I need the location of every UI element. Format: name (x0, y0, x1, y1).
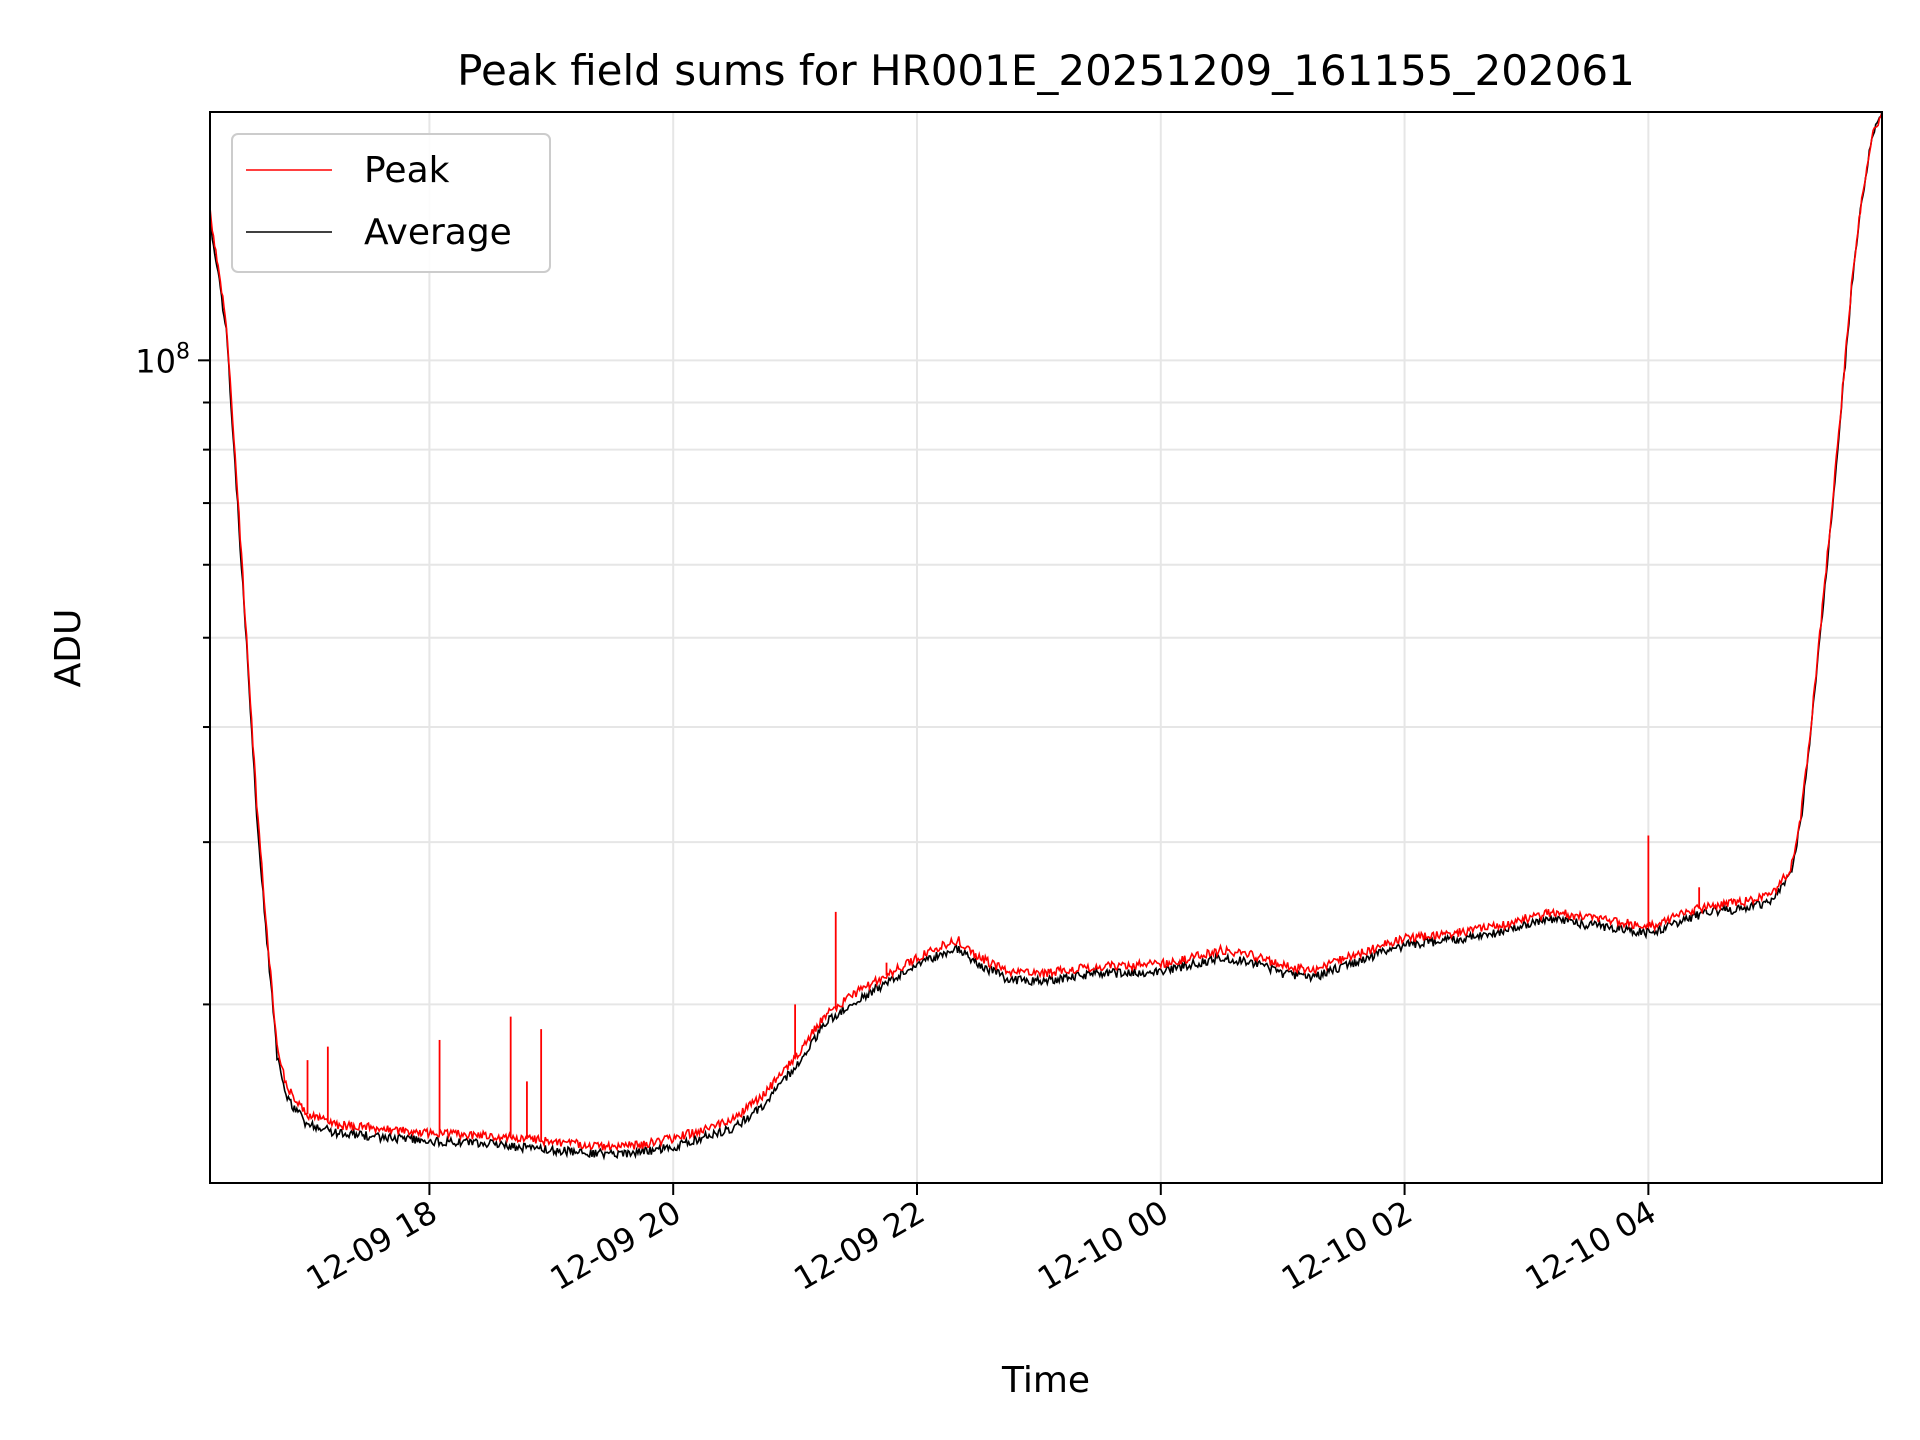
legend-label-average: Average (364, 212, 512, 253)
y-axis-label: ADU (48, 609, 89, 688)
legend: Peak Average (231, 133, 551, 273)
y-axis-ticks: 108 (135, 339, 210, 1006)
series-layer (209, 111, 1883, 1161)
series-line-peak (209, 111, 1883, 1152)
x-axis-label: Time (1001, 1360, 1090, 1401)
legend-box (231, 133, 551, 273)
series-line-average (209, 111, 1883, 1161)
y-tick-label: 108 (135, 339, 190, 380)
chart-title: Peak field sums for HR001E_20251209_1611… (457, 46, 1635, 95)
grid-lines (210, 112, 1882, 1183)
legend-label-peak: Peak (364, 150, 450, 191)
plot-frame (209, 111, 1883, 1184)
